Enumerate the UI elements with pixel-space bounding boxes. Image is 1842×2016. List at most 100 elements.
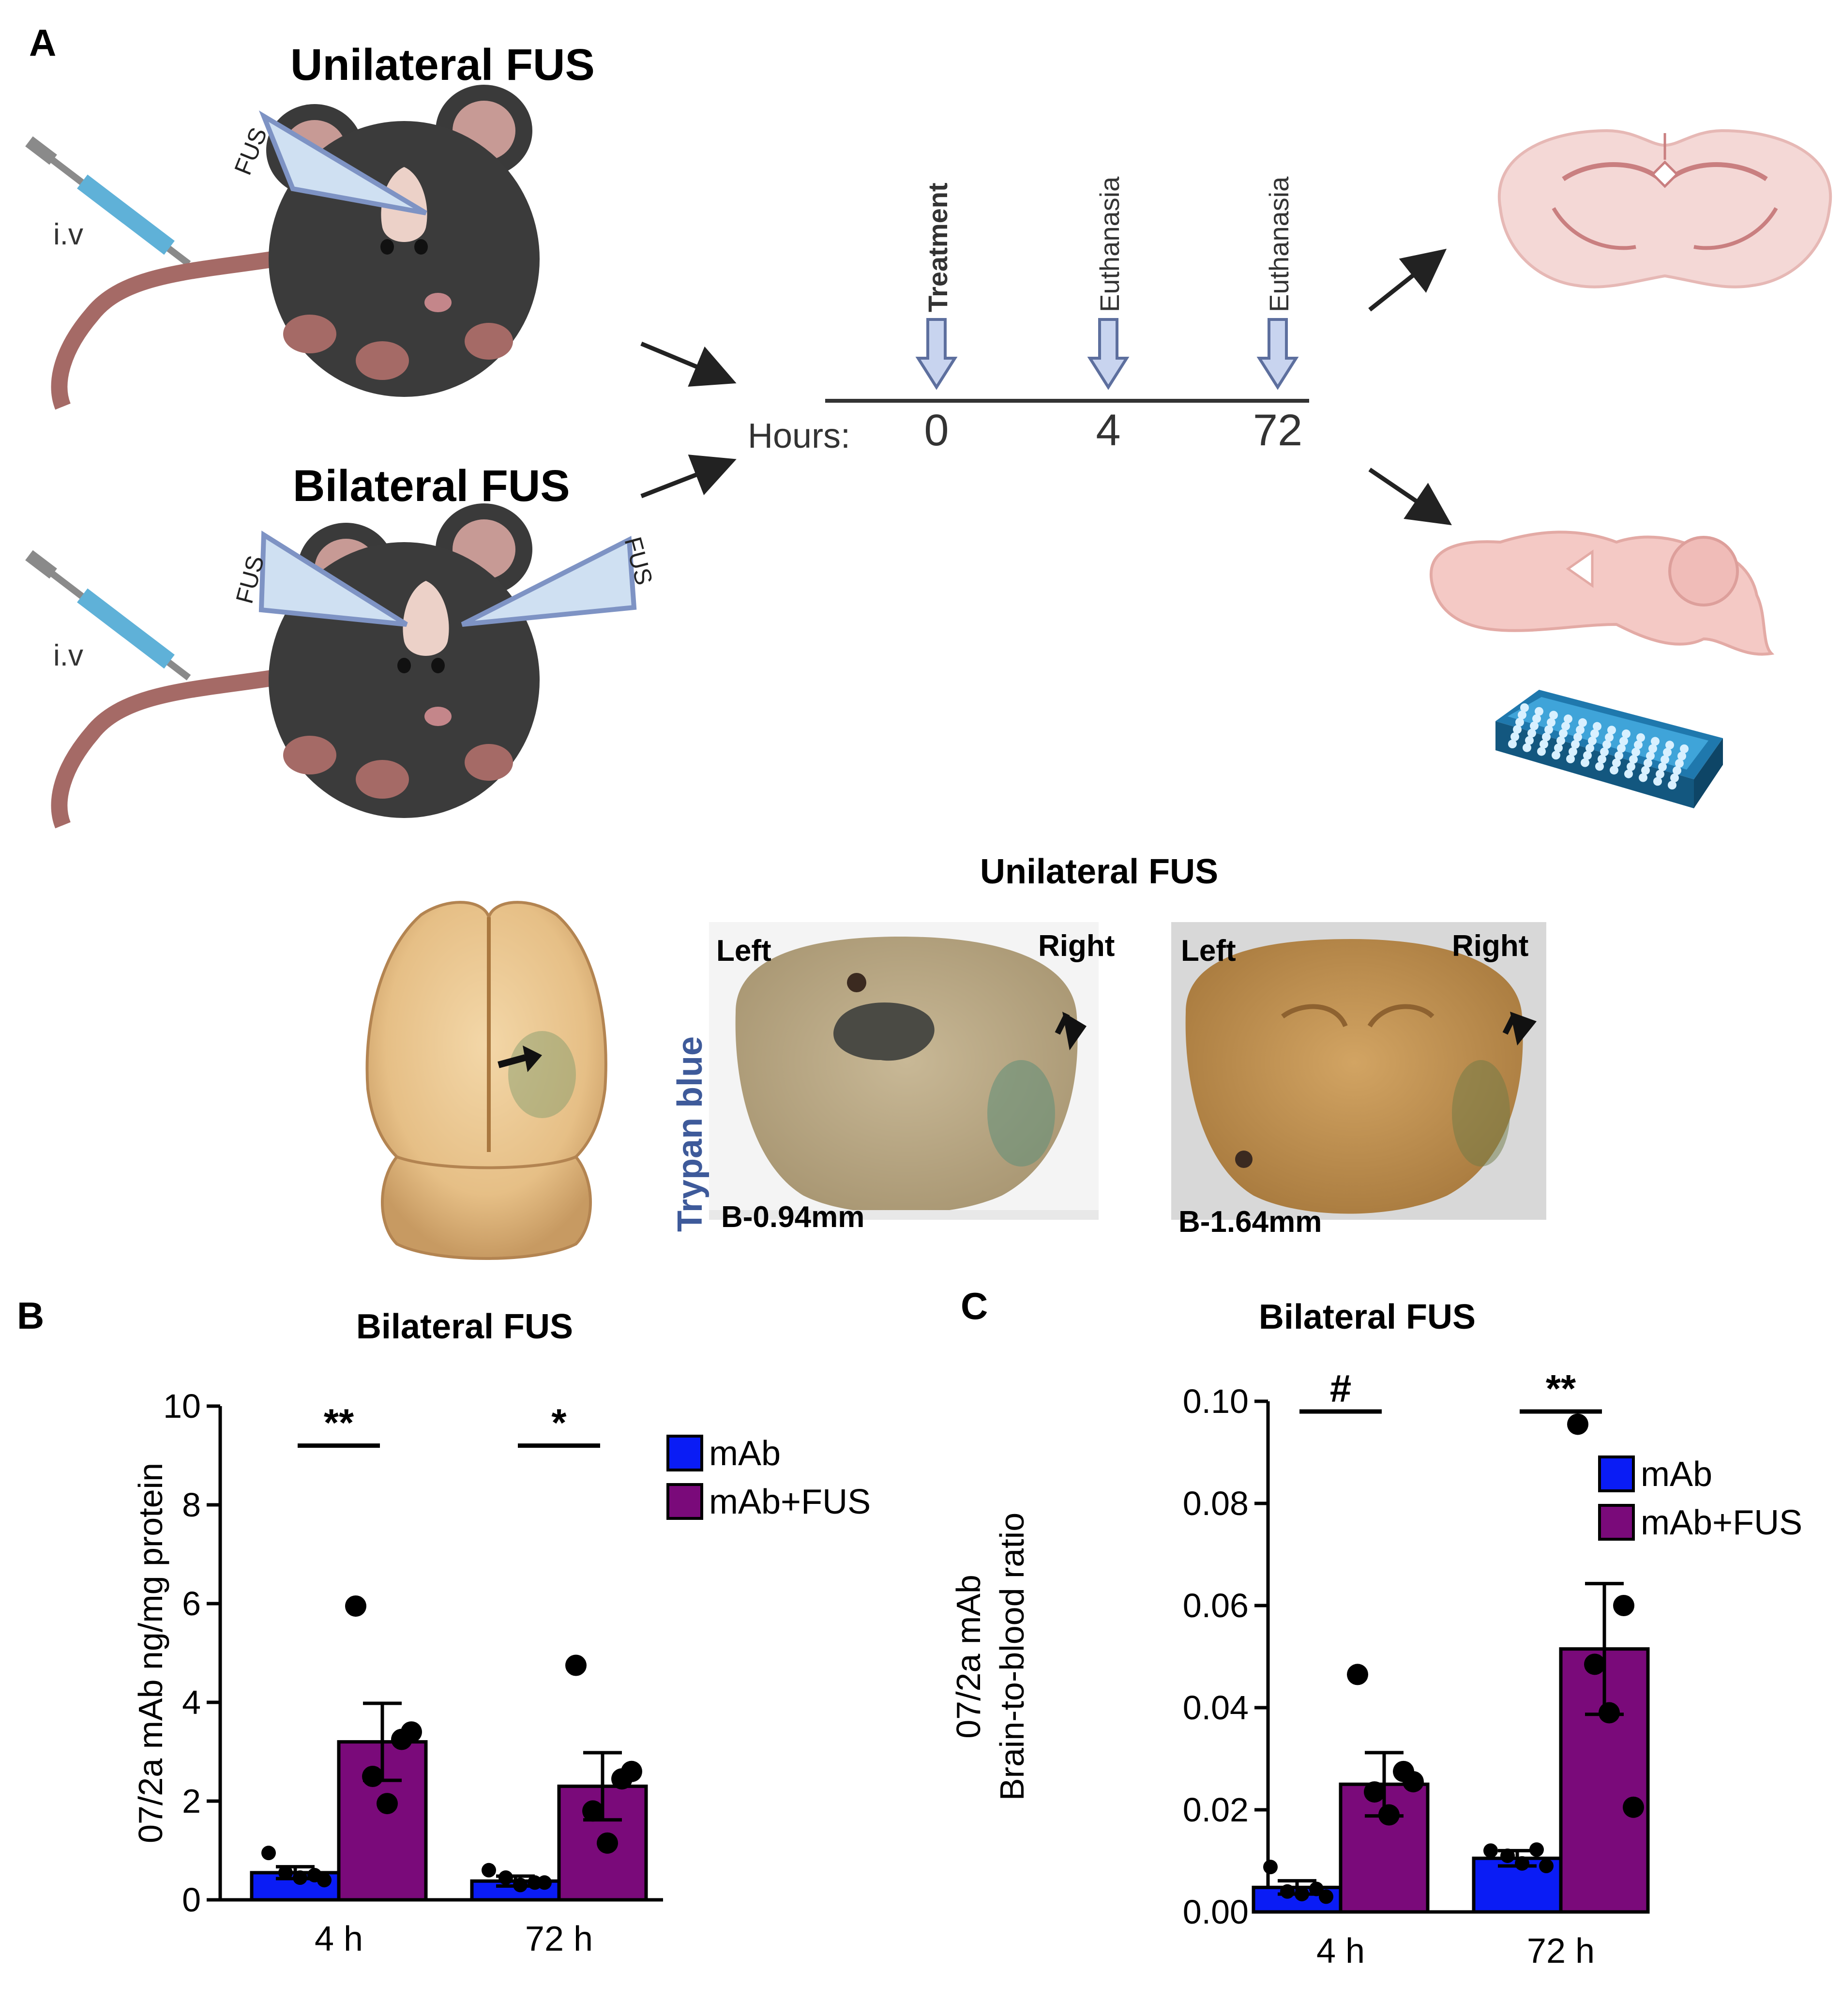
chart-b-data-point (401, 1721, 422, 1743)
chart-b-y-tick-label: 8 (182, 1486, 201, 1524)
well (1564, 714, 1572, 724)
timeline-hour-0: 0 (924, 406, 949, 455)
well-plate-icon (1495, 690, 1723, 808)
well (1605, 733, 1614, 742)
well (1680, 744, 1689, 753)
well (1593, 722, 1601, 731)
well (1634, 740, 1643, 749)
chart-c-y-label: Brain-to-blood ratio (993, 1513, 1031, 1801)
well (1571, 740, 1580, 749)
chart-c-legend-swatch (1598, 1455, 1635, 1492)
well (1513, 725, 1522, 734)
well (1518, 711, 1526, 719)
chart-c-data-point (1364, 1781, 1385, 1803)
chart-b-x-tick-label: 72 h (525, 1920, 593, 1958)
bilateral-title: Bilateral FUS (293, 461, 570, 511)
well (1670, 773, 1679, 782)
chart-c-x-tick-label: 72 h (1527, 1932, 1595, 1971)
well (1598, 755, 1606, 764)
timeline-event-label-0: Treatment (922, 182, 953, 312)
well (1641, 766, 1650, 775)
well (1661, 755, 1669, 764)
chart-b-data-point (537, 1875, 552, 1890)
well (1617, 744, 1626, 753)
well (1602, 740, 1611, 749)
timeline-event-label-1: Euthanasia (1094, 176, 1125, 312)
well (1590, 729, 1599, 738)
chart-c-data-point (1584, 1653, 1605, 1675)
photos-title: Unilateral FUS (980, 852, 1218, 891)
well (1595, 762, 1604, 771)
well (1673, 766, 1681, 775)
well (1622, 729, 1631, 739)
chart-b-data-point (345, 1595, 366, 1617)
section2-left-label: Left (1181, 934, 1236, 968)
fus-transducer-right (461, 536, 637, 627)
chart-c-x-tick-label: 4 h (1316, 1932, 1365, 1971)
well (1585, 743, 1594, 753)
well (1646, 751, 1655, 760)
well (1663, 748, 1672, 757)
panel-b-label: B (17, 1294, 44, 1337)
well (1675, 759, 1684, 768)
chart-b: Bilateral FUS 0 2 4 6 8 10 07/2a mAb ng/mg prot… (132, 1307, 871, 1958)
timeline-event-label-2: Euthanasia (1264, 176, 1294, 312)
coronal-section-illustration (1498, 129, 1832, 288)
syringe-icon-bottom (25, 550, 191, 681)
timeline-hour-2: 72 (1253, 406, 1302, 455)
section1-right-label: Right (1038, 929, 1115, 963)
well (1569, 747, 1577, 756)
well (1532, 714, 1541, 723)
chart-b-y-tick-label: 6 (182, 1585, 201, 1622)
fus-transducer-top (258, 110, 427, 215)
timeline-arrow-icon-1 (1087, 318, 1130, 390)
section2-coordinate: B-1.64mm (1178, 1205, 1322, 1239)
well (1656, 770, 1664, 779)
chart-b-y-tick-label: 4 (182, 1683, 201, 1721)
well (1639, 773, 1647, 782)
section2-arrow-icon (1510, 1012, 1537, 1046)
well (1658, 762, 1667, 772)
well (1561, 722, 1570, 731)
iv-label-top: i.v (53, 218, 83, 251)
well (1665, 741, 1674, 750)
chart-b-y-label: 07/2a mAb ng/mg protein (132, 1463, 169, 1843)
chart-c-data-point (1263, 1860, 1278, 1875)
well (1527, 728, 1536, 738)
chart-c-data-point (1319, 1889, 1333, 1904)
mouse-tail-bottom (51, 667, 292, 829)
well (1520, 703, 1529, 712)
chart-b-data-point (513, 1878, 528, 1893)
chart-c-data-point (1347, 1664, 1368, 1685)
well (1537, 747, 1546, 756)
chart-b-significance-label: * (551, 1401, 567, 1444)
trypan-blue-label: Trypan blue (671, 1036, 710, 1232)
chart-b-legend-swatch (666, 1435, 703, 1471)
chart-c-data-point (1295, 1887, 1309, 1902)
chart-c: Bilateral FUS 0.00 0.02 0.04 0.06 0.08 0.10 07/… (950, 1298, 1802, 1971)
well (1549, 711, 1558, 720)
well (1535, 707, 1543, 716)
chart-c-y-tick-label: 0.02 (1183, 1791, 1249, 1829)
well (1636, 733, 1645, 742)
well (1552, 751, 1560, 760)
syringe-icon (25, 136, 191, 267)
chart-c-y-tick-label: 0.08 (1183, 1485, 1249, 1522)
well (1600, 747, 1609, 757)
chart-b-data-point (362, 1766, 383, 1787)
well (1544, 725, 1553, 734)
section1-arrow-icon (1062, 1012, 1087, 1050)
well (1644, 758, 1652, 768)
well (1607, 726, 1616, 735)
chart-b-data-point (293, 1870, 307, 1885)
chart-b-legend-swatch (666, 1483, 703, 1520)
well (1629, 755, 1638, 764)
chart-c-data-point (1280, 1884, 1295, 1899)
chart-c-data-point (1309, 1881, 1324, 1896)
chart-c-data-point (1539, 1859, 1554, 1874)
section2-right-label: Right (1452, 929, 1528, 963)
well (1610, 766, 1618, 775)
well (1540, 740, 1548, 749)
chart-c-data-point (1567, 1413, 1588, 1435)
